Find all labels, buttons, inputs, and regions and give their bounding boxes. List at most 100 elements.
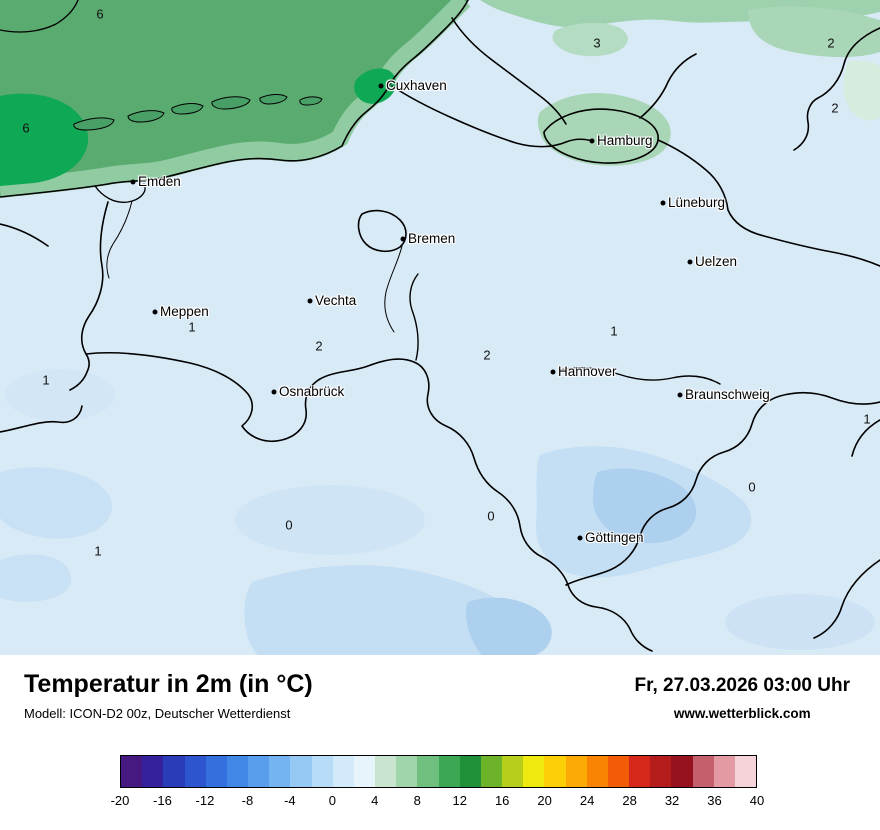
border-right-upper [793, 27, 880, 151]
legend-tick: -12 [195, 793, 215, 808]
map-graphic [0, 0, 880, 655]
forecast-datetime: Fr, 27.03.2026 03:00 Uhr [634, 675, 850, 696]
legend-tick: 28 [622, 793, 637, 808]
bright-green-west [0, 93, 89, 186]
emden-bay [94, 183, 146, 203]
temperature-value: 1 [42, 372, 50, 388]
city-label: Osnabrück [279, 384, 345, 400]
footer-left: Temperatur in 2m (in °C) Modell: ICON-D2… [24, 670, 313, 721]
city-dot [378, 83, 384, 89]
legend-cell [375, 756, 397, 787]
elbe-north-bank [451, 17, 567, 125]
border-goettingen-ne [565, 392, 880, 586]
city-dot [130, 179, 136, 185]
legend-tick: 16 [494, 793, 510, 808]
green-patch-hamburg [537, 92, 671, 166]
legend-cell [502, 756, 524, 787]
legend-cell [142, 756, 164, 787]
green-patch-b [748, 6, 880, 58]
city-dot [577, 535, 583, 541]
city-label: Hannover [558, 364, 617, 380]
footer-right: Fr, 27.03.2026 03:00 Uhr www.wetterblick… [635, 675, 850, 721]
bremen-outline [357, 209, 407, 253]
temperature-value: 0 [487, 508, 495, 524]
border-hannover-east [559, 367, 721, 385]
model-info: Modell: ICON-D2 00z, Deutscher Wetterdie… [24, 705, 291, 721]
border-middle [85, 351, 653, 652]
legend-cell [205, 756, 227, 787]
city-dot [677, 392, 683, 398]
border-ne [639, 53, 697, 119]
green-patch-a [552, 22, 628, 57]
legend-ticks: -20 -16 -12 -8 -4 0 4 8 12 16 20 24 28 32 36 40 [111, 793, 765, 811]
legend-tick: 4 [371, 793, 379, 808]
temperature-value: 6 [22, 120, 30, 136]
city-label: Meppen [160, 304, 209, 320]
border-hannover-north [409, 273, 419, 361]
border-right-low2 [813, 559, 880, 639]
map-title: Temperatur in 2m (in °C) [24, 670, 313, 698]
legend-cell [734, 756, 757, 787]
temperature-value: 1 [610, 323, 618, 339]
legend-tick: 12 [452, 793, 467, 808]
city-label: Emden [138, 174, 181, 190]
legend-cell [565, 756, 587, 787]
legend-cell [226, 756, 249, 787]
city-label: Hamburg [597, 133, 653, 149]
border-left-1 [0, 223, 49, 247]
legend-tick: 32 [664, 793, 680, 808]
city-dot [660, 200, 666, 206]
bright-green-cuxhaven [354, 68, 397, 104]
border-right-low1 [851, 419, 880, 457]
legend-tick: 40 [749, 793, 765, 808]
legend-cell [332, 756, 354, 787]
legend-tick: 20 [537, 793, 552, 808]
legend-cell [353, 756, 376, 787]
legend-cell [671, 756, 693, 787]
legend-cell [629, 756, 651, 787]
green-patch-right-edge [843, 60, 880, 121]
temperature-value: 3 [593, 35, 601, 51]
temperature-value: 0 [748, 479, 756, 495]
elbe-south-bank [391, 85, 593, 148]
legend-cell [692, 756, 714, 787]
legend-tick: 0 [328, 793, 336, 808]
land-patches [0, 369, 875, 655]
temperature-value: 0 [285, 517, 293, 533]
temperature-value: 6 [96, 6, 104, 22]
legend-cell [417, 756, 439, 787]
legend-tick: -16 [153, 793, 172, 808]
legend-tick: -20 [110, 793, 130, 808]
temperature-value: 2 [827, 35, 835, 51]
temperature-value: 2 [483, 347, 491, 363]
city-dot [589, 138, 595, 144]
legend-cell [121, 756, 143, 787]
city-dot [400, 236, 406, 242]
weather-map: Cuxhaven Hamburg Emden Lüneburg Bremen Uelzen… [0, 0, 880, 655]
city-label: Uelzen [695, 254, 738, 270]
legend-cell [438, 756, 460, 787]
hamburg-outline [543, 108, 659, 164]
legend-tick: 36 [707, 793, 722, 808]
legend-cell [713, 756, 735, 787]
legend-cell [163, 756, 185, 787]
city-dot [307, 298, 313, 304]
legend-tick: -8 [241, 793, 254, 808]
footer-top: Temperatur in 2m (in °C) Modell: ICON-D2… [0, 655, 880, 721]
legend-cell [607, 756, 630, 787]
legend-cell [523, 756, 545, 787]
map-overlay: Cuxhaven Hamburg Emden Lüneburg Bremen Uelzen… [22, 6, 870, 559]
city-dot [152, 309, 158, 315]
legend-cell [396, 756, 418, 787]
border-left-2 [0, 405, 83, 433]
city-label: Bremen [408, 231, 456, 247]
dutch-border [69, 201, 109, 391]
legend-cell [290, 756, 312, 787]
temperature-value: 2 [315, 338, 323, 354]
coastal-band [0, 0, 471, 198]
legend-tick: -4 [284, 793, 296, 808]
ems-river [106, 200, 133, 279]
city-label: Lüneburg [668, 195, 726, 211]
legend-cell [184, 756, 206, 787]
